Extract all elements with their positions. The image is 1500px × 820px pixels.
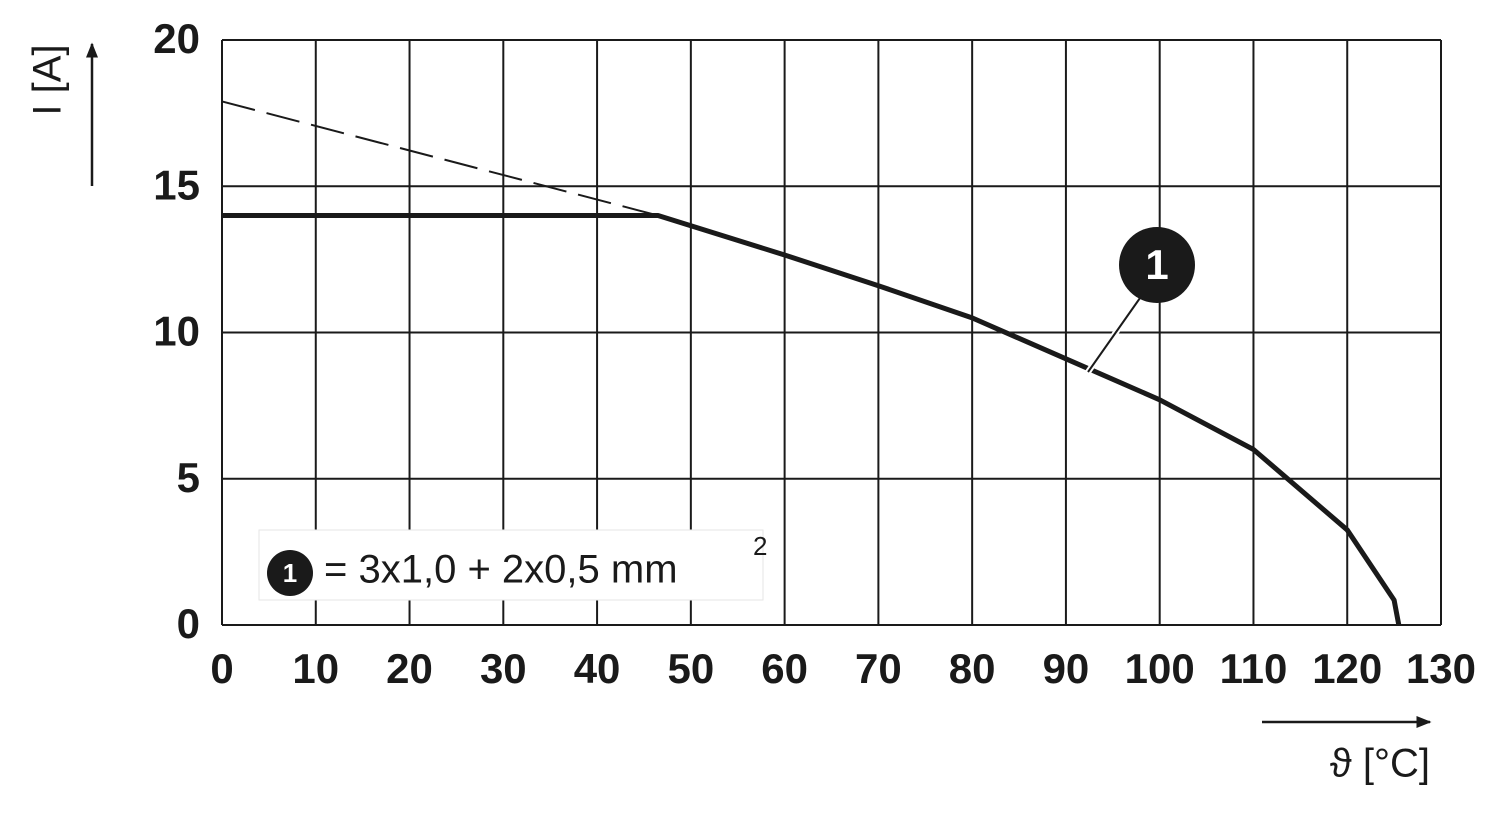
x-tick-label: 100 (1125, 645, 1195, 692)
x-tick-label: 130 (1406, 645, 1476, 692)
x-tick-label: 10 (292, 645, 339, 692)
x-tick-label: 120 (1312, 645, 1382, 692)
y-tick-label: 15 (153, 161, 200, 208)
legend-superscript: 2 (753, 531, 767, 561)
x-tick-label: 60 (761, 645, 808, 692)
grid (221, 39, 1442, 626)
y-tick-label: 5 (177, 454, 200, 501)
y-tick-label: 10 (153, 308, 200, 355)
dashed-line (221, 100, 659, 217)
legend-badge (267, 550, 313, 596)
plot (221, 100, 1402, 626)
annotation-leader (1087, 297, 1141, 373)
annotation-label: 1 (1145, 241, 1168, 288)
y-tick-label: 0 (177, 600, 200, 647)
x-tick-label: 40 (574, 645, 621, 692)
x-tick-label: 80 (949, 645, 996, 692)
x-tick-label: 0 (210, 645, 233, 692)
x-tick-label: 90 (1043, 645, 1090, 692)
x-tick-label: 70 (855, 645, 902, 692)
x-tick-label: 50 (667, 645, 714, 692)
line (222, 213, 1402, 626)
y-tick-label: 20 (153, 15, 200, 62)
legend-text: = 3x1,0 + 2x0,5 mm (324, 548, 678, 592)
annotation-badge (1119, 227, 1195, 303)
x-tick-label: 110 (1220, 645, 1288, 692)
y-axis-label: I [A] (26, 44, 70, 115)
x-tick-label: 30 (480, 645, 527, 692)
legend-marker: 1 (283, 558, 297, 588)
x-tick-label: 20 (386, 645, 433, 692)
legend-box (258, 529, 764, 601)
x-axis-label: ϑ [°C] (1330, 742, 1430, 786)
